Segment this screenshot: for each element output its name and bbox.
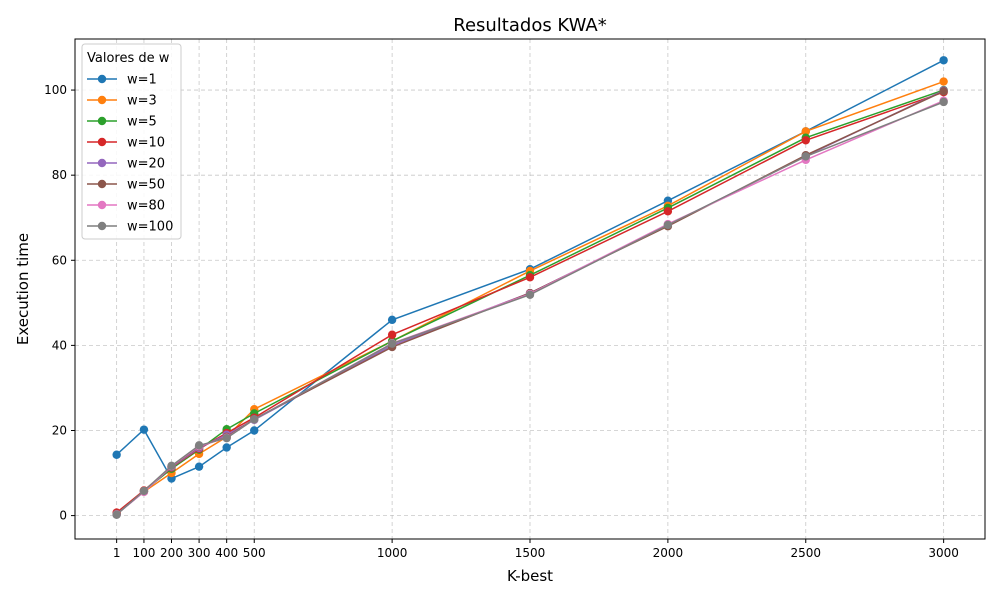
y-axis: 0 20 40 60 80 100 [44, 83, 75, 523]
legend-marker [97, 158, 107, 168]
data-point [387, 330, 397, 339]
legend-item: w=20 [87, 157, 165, 172]
data-point [387, 315, 397, 325]
legend-item: w=80 [87, 199, 165, 214]
data-point [139, 486, 149, 496]
x-tick-label: 400 [215, 546, 238, 560]
legend-marker [97, 200, 107, 210]
legend-marker [97, 137, 107, 147]
series-w-100 [112, 97, 948, 519]
legend-label: w=5 [127, 115, 157, 130]
data-point [194, 462, 204, 471]
data-point [939, 77, 948, 86]
data-point [139, 425, 149, 434]
x-tick-label: 1000 [377, 546, 408, 560]
legend-item: w=10 [87, 136, 165, 151]
legend-marker [97, 221, 107, 231]
y-axis-title: Execution time [14, 233, 32, 345]
x-tick-label: 200 [160, 546, 183, 560]
data-point [222, 443, 231, 452]
y-tick-label: 0 [59, 509, 67, 523]
y-tick-label: 100 [44, 83, 67, 97]
series-layer [112, 56, 948, 519]
data-point [112, 510, 121, 519]
legend-marker [97, 116, 107, 126]
x-tick-label: 100 [132, 546, 155, 560]
chart-title: Resultados KWA* [453, 15, 606, 36]
x-tick-label: 1 [113, 546, 121, 560]
data-point [939, 97, 948, 107]
y-tick-label: 60 [52, 253, 67, 267]
data-point [167, 461, 176, 471]
legend-item: w=100 [87, 220, 173, 235]
data-point [250, 415, 259, 424]
legend-title: Valores de w [87, 51, 170, 66]
legend-label: w=10 [127, 136, 165, 151]
data-point [112, 450, 121, 459]
data-point [525, 273, 535, 282]
data-point [663, 207, 673, 216]
legend-item: w=3 [87, 94, 157, 109]
x-tick-label: 2000 [653, 546, 684, 560]
data-point [525, 290, 535, 299]
data-point [663, 220, 673, 230]
legend-label: w=80 [127, 199, 165, 214]
data-point [801, 152, 810, 161]
legend-marker [97, 179, 107, 189]
data-point [222, 433, 231, 443]
x-axis-title: K-best [507, 567, 553, 585]
data-point [939, 87, 948, 96]
legend-label: w=3 [127, 94, 157, 109]
x-tick-label: 300 [188, 546, 211, 560]
data-point [801, 127, 810, 136]
data-point [801, 136, 810, 145]
data-point [939, 56, 948, 65]
legend: Valores de w w=1 w=3 w=5 w=10 w=20 w=50 w=80 w=… [81, 43, 182, 240]
legend-label: w=1 [127, 73, 157, 88]
x-tick-label: 1500 [515, 546, 546, 560]
legend-item: w=1 [87, 73, 157, 88]
legend-label: w=20 [127, 157, 165, 172]
legend-marker [97, 74, 107, 84]
data-point [194, 441, 204, 450]
x-axis: 1 100 200 300 400 500 1000 1500 2000 2500 3000 [113, 539, 959, 560]
x-tick-label: 3000 [928, 546, 959, 560]
legend-marker [97, 95, 107, 105]
data-point [387, 339, 397, 348]
x-tick-label: 500 [243, 546, 266, 560]
legend-label: w=100 [127, 220, 173, 235]
legend-box [81, 43, 182, 240]
y-tick-label: 20 [52, 423, 67, 437]
legend-item: w=5 [87, 115, 157, 130]
y-tick-label: 40 [52, 338, 67, 352]
legend-label: w=50 [127, 178, 165, 193]
series-line [116, 91, 944, 514]
y-tick-label: 80 [52, 168, 67, 182]
x-tick-label: 2500 [790, 546, 821, 560]
legend-item: w=50 [87, 178, 165, 193]
data-point [250, 426, 259, 435]
